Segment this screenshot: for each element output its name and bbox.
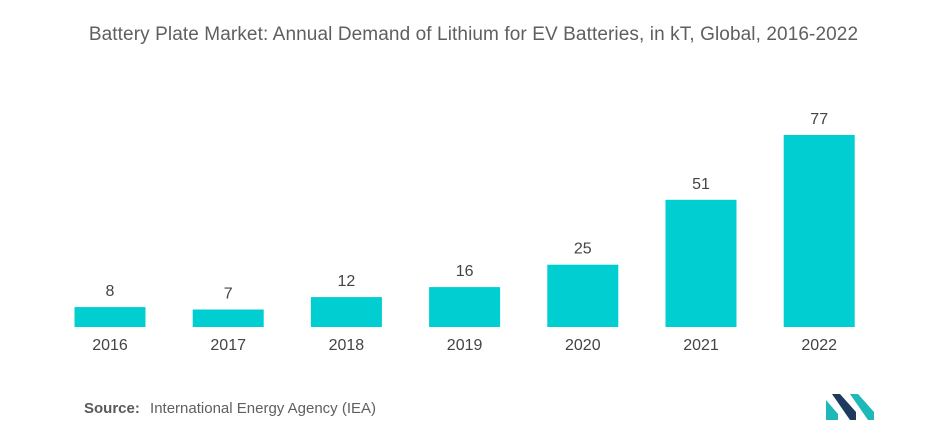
chart-title: Battery Plate Market: Annual Demand of L… <box>88 24 859 45</box>
bar-2021 <box>665 199 737 327</box>
source-label: Source: <box>84 400 140 417</box>
mordor-intelligence-logo-icon <box>826 394 874 420</box>
data-label-2022: 77 <box>810 111 828 128</box>
bar-2017 <box>192 309 264 327</box>
x-tick-label-2021: 2021 <box>683 337 719 354</box>
bar-2019 <box>429 287 501 327</box>
bar-2020 <box>547 264 619 327</box>
x-tick-label-2016: 2016 <box>92 337 128 354</box>
data-label-2018: 12 <box>338 273 356 290</box>
x-tick-label-2019: 2019 <box>447 337 483 354</box>
data-label-2021: 51 <box>692 176 710 193</box>
data-label-2017: 7 <box>224 286 233 303</box>
logo-left-shape <box>826 400 838 420</box>
data-label-2016: 8 <box>106 283 115 300</box>
data-label-2020: 25 <box>574 241 592 258</box>
source-note: Source: International Energy Agency (IEA… <box>84 400 376 417</box>
x-tick-label-2017: 2017 <box>210 337 246 354</box>
source-text: International Energy Agency (IEA) <box>150 400 376 417</box>
data-label-2019: 16 <box>456 263 474 280</box>
bar-2022 <box>783 135 855 327</box>
x-tick-label-2020: 2020 <box>565 337 601 354</box>
x-tick-label-2022: 2022 <box>801 337 837 354</box>
bar-2016 <box>74 307 146 327</box>
logo-middle-shape <box>832 394 856 420</box>
x-tick-label-2018: 2018 <box>329 337 365 354</box>
bar-2018 <box>310 297 382 327</box>
logo-right-shape <box>850 394 874 420</box>
